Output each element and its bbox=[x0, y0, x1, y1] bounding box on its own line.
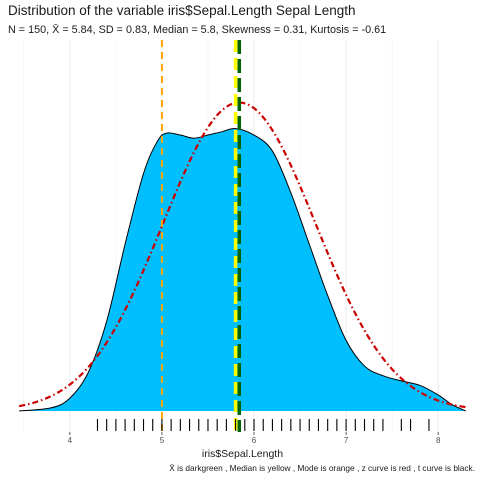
normal-curve-layer bbox=[19, 101, 466, 409]
x-axis-title: iris$Sepal.Length bbox=[202, 448, 283, 460]
chart-title: Distribution of the variable iris$Sepal.… bbox=[8, 3, 356, 18]
normal-curve bbox=[19, 101, 466, 409]
density-area bbox=[19, 128, 466, 411]
x-tick-label: 6 bbox=[252, 436, 257, 445]
x-tick-label: 8 bbox=[436, 436, 441, 445]
density-area-layer bbox=[19, 128, 467, 412]
chart-caption: X̄ is darkgreen , Median is yellow , Mod… bbox=[169, 463, 475, 473]
rug-layer bbox=[96, 419, 430, 431]
density-line bbox=[19, 128, 467, 412]
x-axis: 4 5 6 7 8 iris$Sepal.Length bbox=[68, 432, 441, 460]
chart-subtitle: N = 150, X̄ = 5.84, SD = 0.83, Median = … bbox=[8, 24, 387, 36]
x-tick-label: 5 bbox=[160, 436, 165, 445]
x-tick-label: 4 bbox=[68, 436, 73, 445]
vertical-lines-layer bbox=[160, 40, 242, 432]
x-tick-label: 7 bbox=[344, 436, 349, 445]
